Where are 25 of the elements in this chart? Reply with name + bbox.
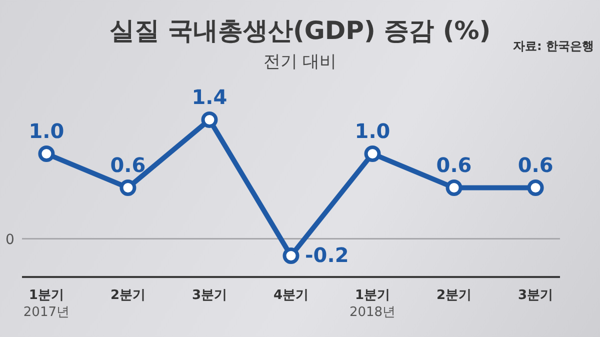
point xyxy=(527,180,544,196)
point xyxy=(364,146,381,162)
data-label: 0.6 xyxy=(436,152,472,177)
x-tick-label: 1분기 2018년 xyxy=(349,288,396,320)
data-label: 1.0 xyxy=(28,118,64,143)
point xyxy=(38,146,55,162)
data-label: 0.6 xyxy=(518,152,554,177)
chart-subtitle: 전기 대비 xyxy=(263,52,337,72)
x-tick-label: 2분기 xyxy=(110,288,146,303)
data-label: 1.4 xyxy=(192,84,228,109)
point xyxy=(282,248,300,264)
x-tick-label: 3분기 xyxy=(518,288,554,303)
ref-line-label: 0 xyxy=(6,232,14,248)
data-label: 0.6 xyxy=(110,152,146,177)
x-tick-label: 2분기 xyxy=(436,288,472,303)
point xyxy=(446,180,462,196)
x-tick-label: 3분기 xyxy=(192,288,228,303)
point xyxy=(201,112,218,128)
text: 자료: 한국은행 xyxy=(513,38,594,55)
x-tick-label: 1분기 2017년 xyxy=(23,288,70,320)
x-tick-label: 4분기 xyxy=(273,288,309,303)
chart-title: 실질 국내총생산(GDP) 증감 (%) xyxy=(109,16,491,45)
point xyxy=(120,180,136,196)
data-label: 1.0 xyxy=(354,118,390,143)
data-label: -0.2 xyxy=(305,242,349,267)
